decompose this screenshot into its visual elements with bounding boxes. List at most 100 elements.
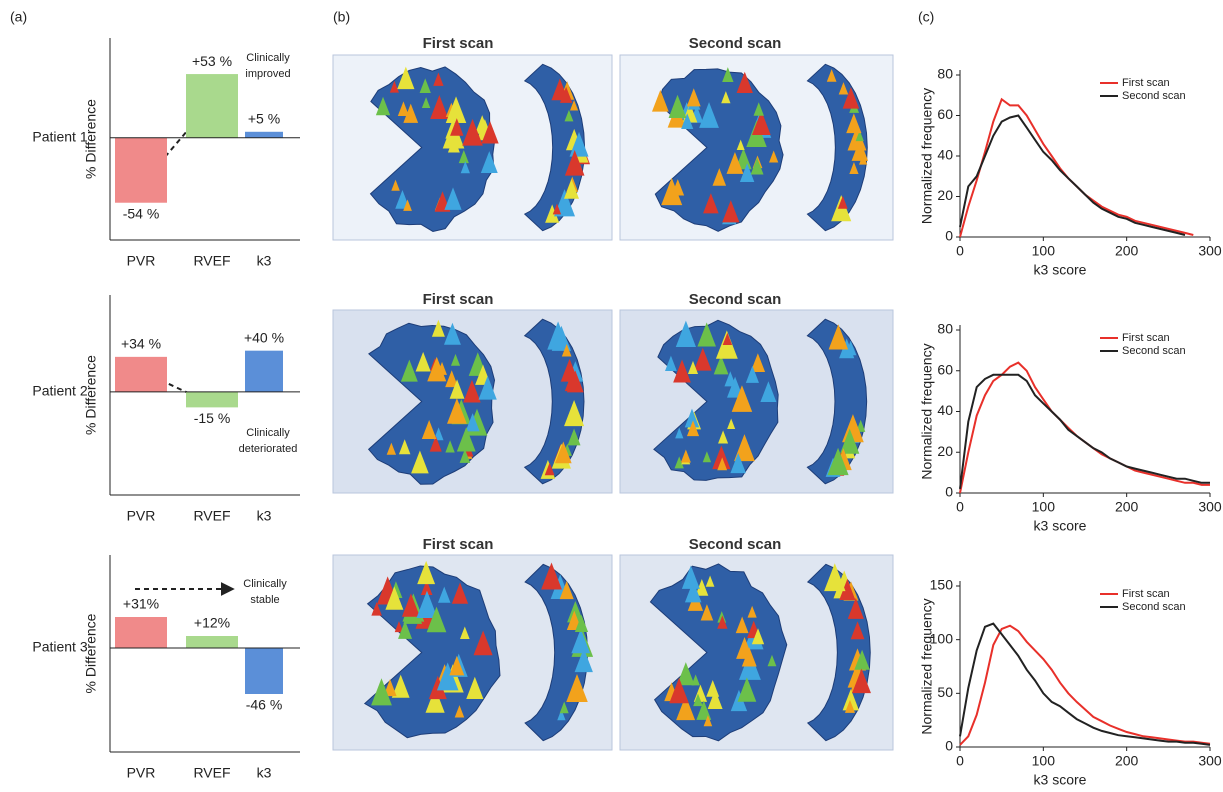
scan-peak xyxy=(421,97,431,109)
scan-peak xyxy=(840,428,860,454)
scan-peak xyxy=(454,705,465,718)
scan-peak xyxy=(695,578,709,596)
lung-left xyxy=(653,319,779,481)
scan-peak xyxy=(852,668,871,694)
scan-peak xyxy=(545,204,560,223)
scan-peak xyxy=(554,441,572,464)
scan-peak xyxy=(385,586,404,610)
annotation: deteriorated xyxy=(239,443,298,455)
legend-label: First scan xyxy=(1122,332,1170,344)
scan-peak xyxy=(726,376,744,398)
scan-peak xyxy=(564,109,574,122)
scan-peak xyxy=(769,150,779,163)
y-tick-label: 50 xyxy=(937,684,953,700)
series-line xyxy=(959,624,1211,746)
scan-peak xyxy=(693,693,703,707)
scan-peak xyxy=(767,654,777,667)
scan-peak xyxy=(855,130,864,142)
scan-peak xyxy=(400,359,418,382)
scan-peak xyxy=(398,620,413,639)
x-axis-label: k3 score xyxy=(1034,518,1087,534)
x-tick-label: RVEF xyxy=(193,508,230,524)
scan-peak xyxy=(760,381,777,403)
panel-label: (b) xyxy=(333,9,350,25)
scan-peak xyxy=(574,614,589,632)
x-tick-label: 200 xyxy=(1115,753,1139,769)
y-tick-label: 60 xyxy=(937,106,953,122)
scan-peak xyxy=(415,351,431,372)
scan-peak xyxy=(734,434,755,462)
scan-peak xyxy=(425,687,445,713)
series-line xyxy=(959,361,1210,494)
legend-label: First scan xyxy=(1122,588,1170,600)
bar xyxy=(245,648,283,694)
x-tick-label: PVR xyxy=(127,508,156,524)
scan-peak xyxy=(416,590,438,619)
scan-peak xyxy=(676,695,696,721)
bar-value-label: +31% xyxy=(123,596,159,612)
scan-peak xyxy=(681,113,694,129)
scan-peak xyxy=(429,435,442,452)
x-tick-label: k3 xyxy=(257,765,272,781)
x-tick-label: RVEF xyxy=(193,253,230,269)
bar-value-label: +12% xyxy=(194,615,230,631)
scan-peak xyxy=(444,187,462,210)
scan-peak xyxy=(473,630,493,656)
patient-label: Patient 1 xyxy=(32,129,87,145)
scan-peak xyxy=(826,69,837,82)
scan-peak xyxy=(567,428,581,446)
scan-peak xyxy=(684,408,700,428)
y-tick-label: 40 xyxy=(937,147,953,163)
scan-peak xyxy=(844,699,855,713)
bar-value-label: -46 % xyxy=(246,697,283,713)
scan-peak xyxy=(391,674,410,698)
scan-peak xyxy=(680,449,691,463)
scan-title: Second scan xyxy=(689,536,782,553)
scan-peak xyxy=(561,343,572,357)
scan-peak xyxy=(420,579,433,596)
scan-peak xyxy=(681,565,700,589)
x-tick-label: 100 xyxy=(1032,499,1056,515)
scan-peak xyxy=(411,450,429,474)
bar xyxy=(245,350,283,392)
scan-peak xyxy=(430,95,449,119)
scan-peak xyxy=(559,580,574,600)
scan-peak xyxy=(433,72,444,86)
scan-peak xyxy=(397,101,410,117)
scan-peak xyxy=(827,447,849,476)
scan-peak xyxy=(427,356,447,382)
scan-peak xyxy=(839,578,856,600)
bar xyxy=(186,636,238,648)
scan-peak xyxy=(736,636,753,659)
scan-peak xyxy=(828,324,849,350)
scan-peak xyxy=(674,456,684,469)
x-tick-label: 0 xyxy=(956,243,964,259)
scan-peak xyxy=(842,87,860,109)
scan-peak xyxy=(737,677,757,702)
scan-peak xyxy=(371,601,382,616)
scan-peak xyxy=(696,700,712,720)
bar-value-label: -15 % xyxy=(194,410,231,426)
y-tick-label: 80 xyxy=(937,66,953,82)
x-tick-label: PVR xyxy=(127,765,156,781)
scan-peak xyxy=(676,662,695,686)
bar-value-label: +5 % xyxy=(248,110,280,126)
scan-peak xyxy=(419,78,431,94)
legend-label: First scan xyxy=(1122,77,1170,89)
scan-peak xyxy=(693,347,712,371)
scan-peak xyxy=(394,621,404,633)
x-tick-label: 300 xyxy=(1198,753,1222,769)
scan-peak xyxy=(478,375,497,400)
scan-peak xyxy=(837,195,848,209)
scan-peak xyxy=(541,562,562,590)
bar xyxy=(115,356,167,392)
scan-peak xyxy=(699,102,719,128)
scan-peak xyxy=(571,628,591,654)
scan-peak xyxy=(481,121,499,144)
scan-peak xyxy=(450,118,464,136)
scan-peak xyxy=(445,96,467,124)
y-tick-label: 60 xyxy=(937,361,953,377)
scan-peak xyxy=(459,449,471,463)
scan-peak xyxy=(731,385,753,412)
x-tick-label: PVR xyxy=(127,253,156,269)
